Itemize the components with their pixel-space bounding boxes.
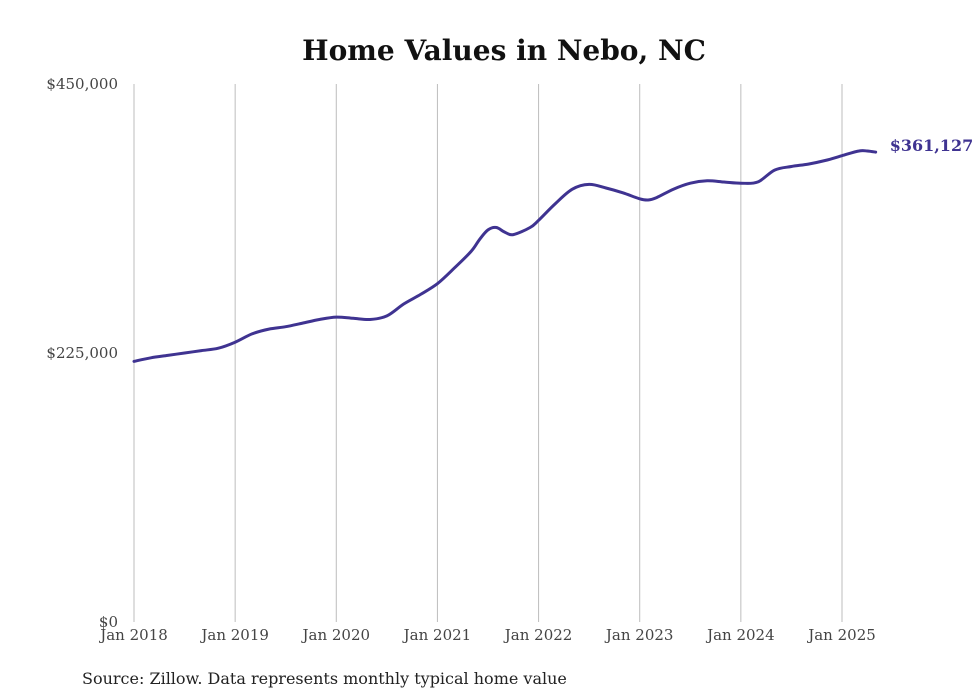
x-axis-ticks: Jan 2018 Jan 2019 Jan 2020 Jan 2021 Jan 2022… <box>98 626 876 644</box>
x-tick-label: Jan 2025 <box>806 626 876 644</box>
gridlines <box>133 84 843 622</box>
source-note: Source: Zillow. Data represents monthly … <box>82 669 567 688</box>
x-tick-label: Jan 2020 <box>301 626 371 644</box>
x-tick-label: Jan 2019 <box>199 626 269 644</box>
y-tick-label: $450,000 <box>46 75 118 93</box>
y-tick-label: $0 <box>99 613 118 631</box>
end-value-label: $361,127 <box>890 136 974 155</box>
x-tick-label: Jan 2018 <box>98 626 168 644</box>
x-tick-label: Jan 2023 <box>604 626 674 644</box>
y-axis-ticks: $0 $225,000 $450,000 <box>46 75 118 631</box>
x-tick-label: Jan 2021 <box>402 626 472 644</box>
x-tick-label: Jan 2022 <box>503 626 573 644</box>
series-line <box>132 149 878 363</box>
x-tick-label: Jan 2024 <box>705 626 775 644</box>
chart-title: Home Values in Nebo, NC <box>302 34 706 67</box>
y-tick-label: $225,000 <box>46 344 118 362</box>
